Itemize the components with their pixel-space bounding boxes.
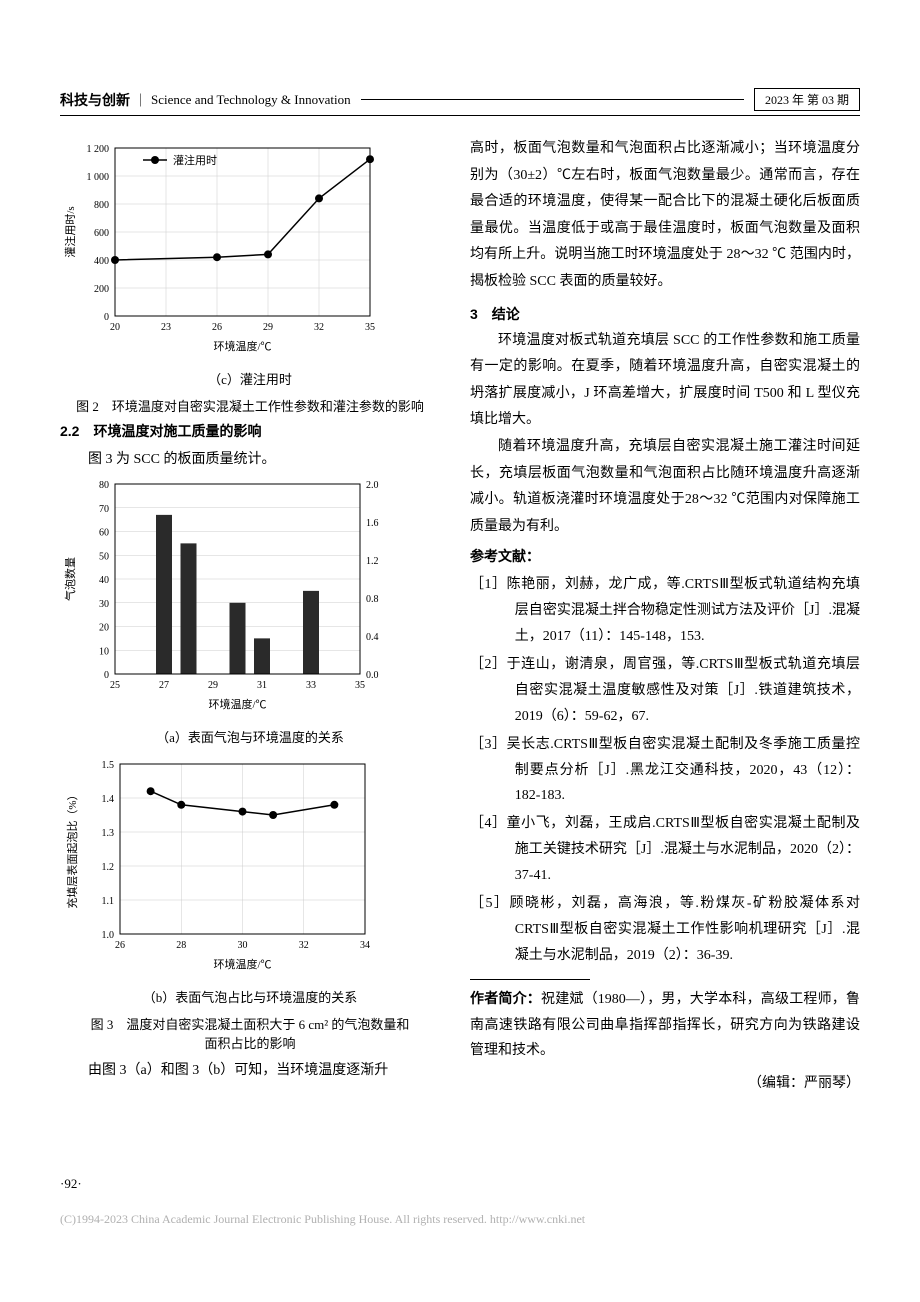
svg-text:26: 26 — [115, 940, 125, 951]
svg-text:0: 0 — [104, 670, 109, 681]
svg-text:800: 800 — [94, 200, 109, 211]
svg-text:1 200: 1 200 — [87, 144, 110, 155]
svg-text:1.5: 1.5 — [102, 760, 115, 771]
svg-text:60: 60 — [99, 527, 109, 538]
svg-text:0: 0 — [104, 312, 109, 323]
references-list: ［1］陈艳丽，刘赫，龙广成，等.CRTSⅢ型板式轨道结构充填层自密实混凝土拌合物… — [470, 572, 860, 968]
right-para-1: 高时，板面气泡数量和气泡面积占比逐渐减小；当环境温度分别为（30±2）℃左右时，… — [470, 136, 860, 296]
svg-text:600: 600 — [94, 228, 109, 239]
svg-text:33: 33 — [306, 680, 316, 691]
fig3-intro: 图 3 为 SCC 的板面质量统计。 — [60, 447, 440, 474]
svg-text:32: 32 — [299, 940, 309, 951]
svg-text:1.4: 1.4 — [102, 794, 115, 805]
journal-en: Science and Technology & Innovation — [151, 92, 351, 108]
svg-text:30: 30 — [238, 940, 248, 951]
section-3-heading: 3 结论 — [470, 304, 860, 324]
svg-text:200: 200 — [94, 284, 109, 295]
svg-text:0.8: 0.8 — [366, 594, 379, 605]
journal-title: 科技与创新 ｜ Science and Technology & Innovat… — [60, 90, 351, 110]
page-header: 科技与创新 ｜ Science and Technology & Innovat… — [60, 88, 860, 116]
svg-text:1.3: 1.3 — [102, 828, 115, 839]
svg-text:充填层表面起泡比（%）: 充填层表面起泡比（%） — [65, 789, 79, 908]
reference-item: ［4］童小飞，刘磊，王成启.CRTSⅢ型板自密实混凝土配制及施工关键技术研究［J… — [470, 811, 860, 889]
fig2c-caption: （c）灌注用时 — [60, 369, 440, 388]
copyright-footer: (C)1994-2023 China Academic Journal Elec… — [60, 1212, 585, 1227]
svg-text:40: 40 — [99, 575, 109, 586]
journal-cn: 科技与创新 — [60, 90, 130, 110]
author-info-label: 作者简介： — [470, 990, 541, 1006]
svg-text:环境温度/℃: 环境温度/℃ — [213, 339, 271, 353]
svg-text:1.1: 1.1 — [102, 896, 115, 907]
issue-box: 2023 年 第 03 期 — [754, 88, 860, 111]
section-2-2-heading: 2.2 环境温度对施工质量的影响 — [60, 421, 440, 441]
page-number: ·92· — [60, 1176, 82, 1192]
svg-text:32: 32 — [314, 322, 324, 333]
svg-text:1.0: 1.0 — [102, 930, 115, 941]
conclusion: 环境温度对板式轨道充填层 SCC 的工作性参数和施工质量有一定的影响。在夏季，随… — [470, 328, 860, 541]
left-tail-text: 由图 3（a）和图 3（b）可知，当环境温度逐渐升 — [60, 1058, 440, 1085]
reference-item: ［2］于连山，谢清泉，周官强，等.CRTSⅢ型板式轨道充填层自密实混凝土温度敏感… — [470, 652, 860, 730]
fig3b-caption: （b）表面气泡占比与环境温度的关系 — [60, 987, 440, 1006]
svg-text:31: 31 — [257, 680, 267, 691]
svg-text:灌注用时/s: 灌注用时/s — [63, 206, 77, 257]
svg-text:34: 34 — [360, 940, 370, 951]
svg-text:气泡数量: 气泡数量 — [63, 557, 77, 601]
fig2c-chart: 0 200 400 600 800 1 000 1 200 20 23 26 29 32 35 灌注用时环… — [60, 136, 440, 361]
svg-text:0.4: 0.4 — [366, 632, 379, 643]
svg-text:400: 400 — [94, 256, 109, 267]
svg-text:环境温度/℃: 环境温度/℃ — [208, 697, 266, 711]
svg-text:80: 80 — [99, 480, 109, 491]
fig3a-chart: 0 10 20 30 40 50 60 70 80 0.0 0.4 0.8 1.2 1.6 2.0 25 27 2… — [60, 474, 440, 719]
svg-text:30: 30 — [99, 598, 109, 609]
svg-text:23: 23 — [161, 322, 171, 333]
reference-item: ［1］陈艳丽，刘赫，龙广成，等.CRTSⅢ型板式轨道结构充填层自密实混凝土拌合物… — [470, 572, 860, 650]
svg-text:29: 29 — [208, 680, 218, 691]
svg-text:1.2: 1.2 — [366, 556, 379, 567]
svg-text:29: 29 — [263, 322, 273, 333]
svg-text:70: 70 — [99, 503, 109, 514]
fig3-caption: 图 3 温度对自密实混凝土面积大于 6 cm² 的气泡数量和 面积占比的影响 — [60, 1014, 440, 1052]
fig2-caption: 图 2 环境温度对自密实混凝土工作性参数和灌注参数的影响 — [60, 396, 440, 415]
svg-text:50: 50 — [99, 551, 109, 562]
reference-item: ［3］吴长志.CRTSⅢ型板自密实混凝土配制及冬季施工质量控制要点分析［J］.黑… — [470, 732, 860, 810]
fig3a-caption: （a）表面气泡与环境温度的关系 — [60, 727, 440, 746]
reference-item: ［5］顾晓彬，刘磊，高海浪，等.粉煤灰-矿粉胶凝体系对 CRTSⅢ型板自密实混凝… — [470, 891, 860, 969]
svg-text:环境温度/℃: 环境温度/℃ — [213, 957, 271, 971]
svg-text:20: 20 — [99, 622, 109, 633]
svg-text:灌注用时: 灌注用时 — [173, 153, 217, 167]
fig3b-chart: 1.0 1.1 1.2 1.3 1.4 1.5 26 28 30 32 34 环境温度/℃ 充填层表面起… — [60, 754, 440, 979]
svg-text:27: 27 — [159, 680, 169, 691]
svg-text:25: 25 — [110, 680, 120, 691]
svg-text:35: 35 — [355, 680, 365, 691]
svg-text:2.0: 2.0 — [366, 480, 379, 491]
issue-label: 2023 年 第 03 期 — [765, 93, 849, 107]
svg-text:1 000: 1 000 — [87, 172, 110, 183]
svg-text:28: 28 — [176, 940, 186, 951]
svg-text:20: 20 — [110, 322, 120, 333]
svg-text:10: 10 — [99, 646, 109, 657]
editor-line: （编辑：严丽琴） — [470, 1072, 860, 1092]
svg-text:26: 26 — [212, 322, 222, 333]
svg-text:35: 35 — [365, 322, 375, 333]
references-heading: 参考文献： — [470, 546, 860, 566]
svg-text:0.0: 0.0 — [366, 670, 379, 681]
svg-text:1.6: 1.6 — [366, 518, 379, 529]
svg-text:1.2: 1.2 — [102, 862, 115, 873]
author-block: 作者简介：祝建斌（1980—），男，大学本科，高级工程师，鲁南高速铁路有限公司曲… — [470, 979, 860, 1065]
